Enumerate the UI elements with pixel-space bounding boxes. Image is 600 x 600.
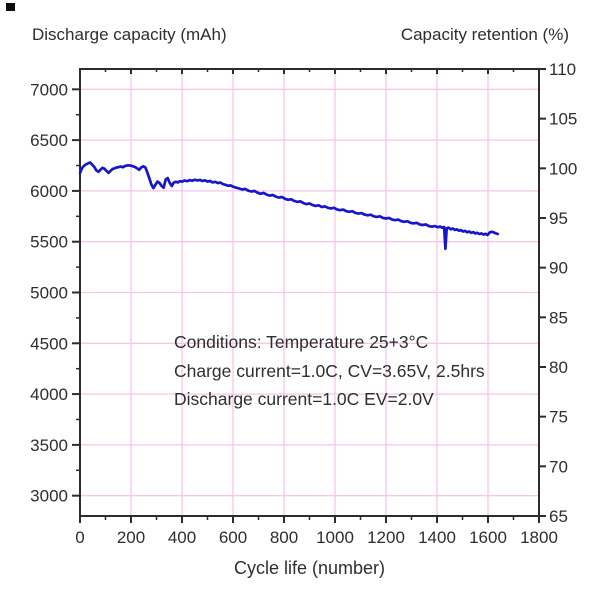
svg-text:1400: 1400: [418, 528, 456, 547]
corner-artifact-mark: [6, 3, 15, 11]
svg-text:85: 85: [549, 308, 568, 327]
svg-text:1200: 1200: [367, 528, 405, 547]
svg-text:75: 75: [549, 408, 568, 427]
svg-text:100: 100: [549, 159, 577, 178]
axis-tick-labels: 7000650060005500500045004000350030001101…: [30, 60, 577, 547]
svg-text:90: 90: [549, 259, 568, 278]
svg-text:95: 95: [549, 209, 568, 228]
svg-text:5000: 5000: [30, 284, 68, 303]
svg-text:4000: 4000: [30, 385, 68, 404]
svg-text:600: 600: [219, 528, 247, 547]
svg-text:1800: 1800: [520, 528, 558, 547]
right-axis-title: Capacity retention (%): [400, 25, 569, 44]
axis-ticks: [72, 68, 546, 523]
svg-text:400: 400: [168, 528, 196, 547]
left-axis-title: Discharge capacity (mAh): [32, 25, 227, 44]
annotation-line-2: Charge current=1.0C, CV=3.65V, 2.5hrs: [174, 360, 485, 381]
svg-text:4500: 4500: [30, 334, 68, 353]
svg-text:1600: 1600: [469, 528, 507, 547]
svg-text:65: 65: [549, 507, 568, 526]
svg-text:3000: 3000: [30, 487, 68, 506]
svg-text:110: 110: [549, 60, 576, 79]
svg-text:5500: 5500: [30, 233, 68, 252]
svg-text:0: 0: [75, 528, 84, 547]
annotation-line-1: Conditions: Temperature 25+3°C: [174, 332, 429, 352]
svg-text:6000: 6000: [30, 182, 68, 201]
annotation-line-3: Discharge current=1.0C EV=2.0V: [174, 389, 434, 409]
svg-text:200: 200: [117, 528, 145, 547]
discharge-capacity-curve: [78, 161, 500, 251]
grid-layer: [80, 69, 539, 516]
svg-text:6500: 6500: [30, 131, 68, 150]
svg-text:80: 80: [549, 358, 568, 377]
x-axis-title: Cycle life (number): [233, 558, 386, 578]
svg-text:800: 800: [270, 528, 298, 547]
svg-text:7000: 7000: [30, 80, 68, 99]
svg-text:105: 105: [549, 110, 577, 129]
conditions-annotation: Conditions: Temperature 25+3°C Charge cu…: [174, 328, 485, 414]
svg-text:3500: 3500: [30, 436, 68, 455]
svg-text:70: 70: [549, 457, 568, 476]
svg-text:1000: 1000: [316, 528, 354, 547]
